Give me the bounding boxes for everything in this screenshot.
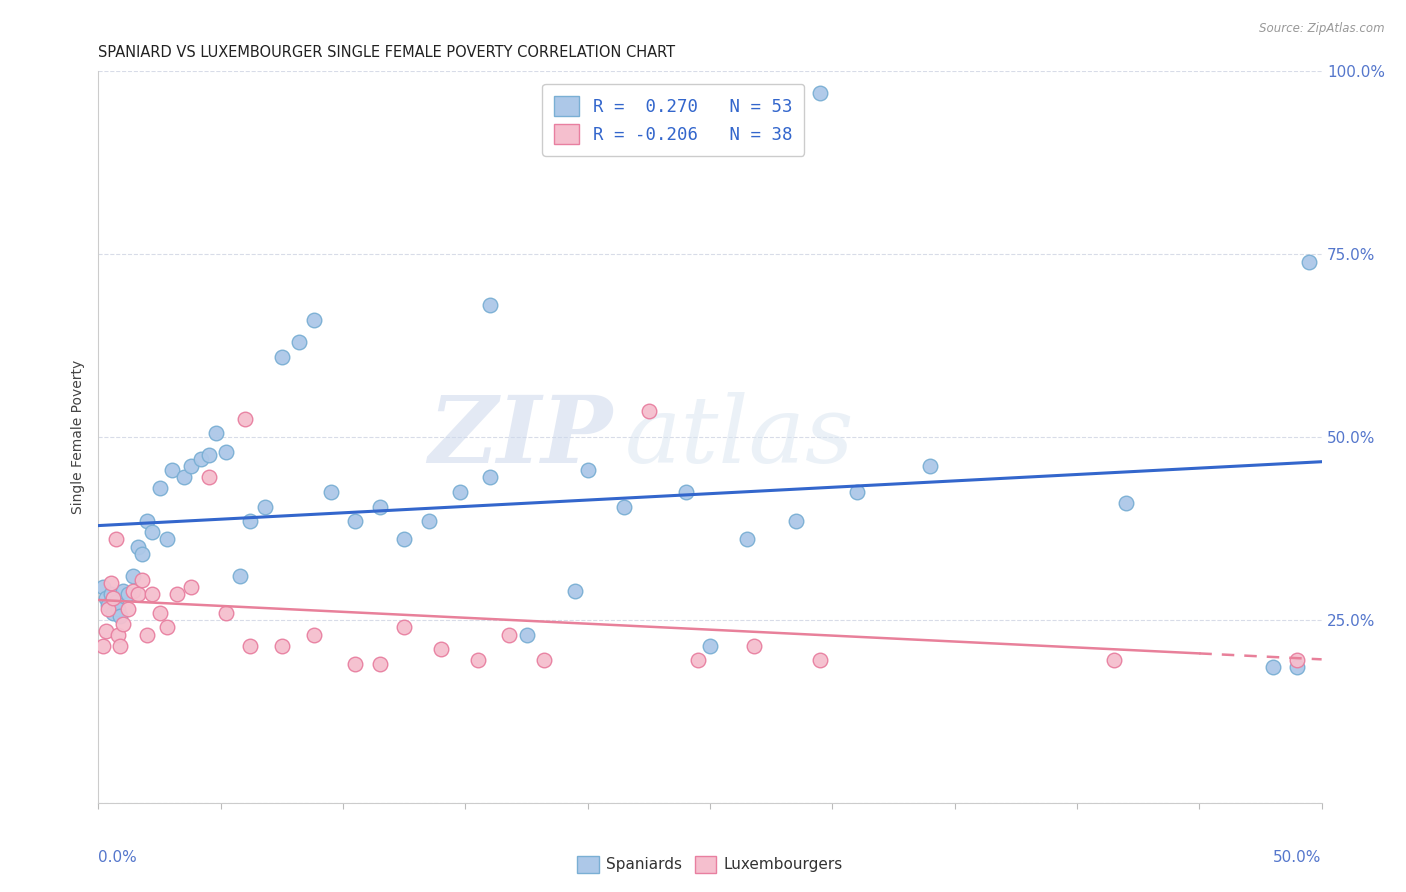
Point — [845, 485, 868, 500]
Point — [270, 350, 294, 364]
Point — [205, 426, 228, 441]
Point — [675, 485, 697, 500]
Point — [1298, 254, 1320, 268]
Point — [107, 602, 129, 616]
Point — [344, 657, 367, 671]
Point — [100, 576, 122, 591]
Point — [121, 569, 143, 583]
Point — [233, 412, 256, 426]
Point — [121, 583, 143, 598]
Point — [253, 500, 276, 514]
Point — [564, 583, 586, 598]
Point — [392, 620, 416, 634]
Point — [229, 569, 252, 583]
Point — [270, 639, 294, 653]
Point — [498, 627, 520, 641]
Point — [920, 459, 942, 474]
Point — [97, 602, 120, 616]
Point — [735, 533, 758, 547]
Text: SPANIARD VS LUXEMBOURGER SINGLE FEMALE POVERTY CORRELATION CHART: SPANIARD VS LUXEMBOURGER SINGLE FEMALE P… — [98, 45, 675, 61]
Point — [197, 470, 219, 484]
Point — [131, 573, 153, 587]
Text: atlas: atlas — [624, 392, 853, 482]
Point — [131, 547, 153, 561]
Point — [91, 580, 114, 594]
Point — [808, 87, 831, 101]
Point — [808, 653, 831, 667]
Point — [149, 481, 172, 495]
Point — [239, 514, 262, 528]
Point — [533, 653, 555, 667]
Point — [214, 444, 236, 458]
Point — [156, 533, 179, 547]
Point — [1102, 653, 1125, 667]
Point — [1286, 653, 1309, 667]
Point — [160, 463, 183, 477]
Point — [111, 583, 134, 598]
Point — [1286, 660, 1309, 674]
Point — [742, 639, 765, 653]
Point — [110, 639, 132, 653]
Point — [515, 627, 537, 641]
Point — [110, 609, 132, 624]
Point — [613, 500, 636, 514]
Point — [699, 639, 721, 653]
Point — [686, 653, 709, 667]
Point — [141, 587, 163, 601]
Point — [141, 525, 163, 540]
Point — [94, 591, 117, 605]
Y-axis label: Single Female Poverty: Single Female Poverty — [72, 360, 86, 514]
Text: ZIP: ZIP — [427, 392, 612, 482]
Point — [1261, 660, 1284, 674]
Point — [319, 485, 342, 500]
Point — [785, 514, 807, 528]
Point — [576, 463, 599, 477]
Text: Source: ZipAtlas.com: Source: ZipAtlas.com — [1260, 22, 1385, 36]
Point — [136, 514, 159, 528]
Point — [478, 470, 501, 484]
Point — [368, 500, 391, 514]
Point — [166, 587, 188, 601]
Text: 0.0%: 0.0% — [98, 850, 138, 865]
Point — [127, 540, 149, 554]
Point — [450, 485, 472, 500]
Text: 50.0%: 50.0% — [1274, 850, 1322, 865]
Point — [94, 624, 117, 638]
Legend: Spaniards, Luxembourgers: Spaniards, Luxembourgers — [571, 849, 849, 880]
Point — [156, 620, 179, 634]
Point — [97, 599, 120, 613]
Point — [91, 639, 114, 653]
Point — [478, 298, 501, 312]
Point — [302, 313, 325, 327]
Point — [117, 602, 139, 616]
Point — [368, 657, 391, 671]
Point — [430, 642, 453, 657]
Point — [302, 627, 325, 641]
Point — [1115, 496, 1137, 510]
Point — [180, 580, 202, 594]
Point — [467, 653, 489, 667]
Point — [100, 587, 122, 601]
Point — [214, 606, 236, 620]
Point — [104, 594, 127, 608]
Point — [149, 606, 172, 620]
Point — [104, 533, 127, 547]
Point — [107, 627, 129, 641]
Point — [392, 533, 416, 547]
Point — [344, 514, 367, 528]
Point — [180, 459, 202, 474]
Point — [101, 606, 124, 620]
Point — [190, 452, 212, 467]
Point — [101, 591, 124, 605]
Point — [127, 587, 149, 601]
Point — [638, 404, 661, 418]
Point — [173, 470, 195, 484]
Point — [111, 616, 134, 631]
Point — [239, 639, 262, 653]
Point — [197, 449, 219, 463]
Point — [117, 587, 139, 601]
Point — [136, 627, 159, 641]
Point — [418, 514, 440, 528]
Point — [288, 334, 311, 349]
